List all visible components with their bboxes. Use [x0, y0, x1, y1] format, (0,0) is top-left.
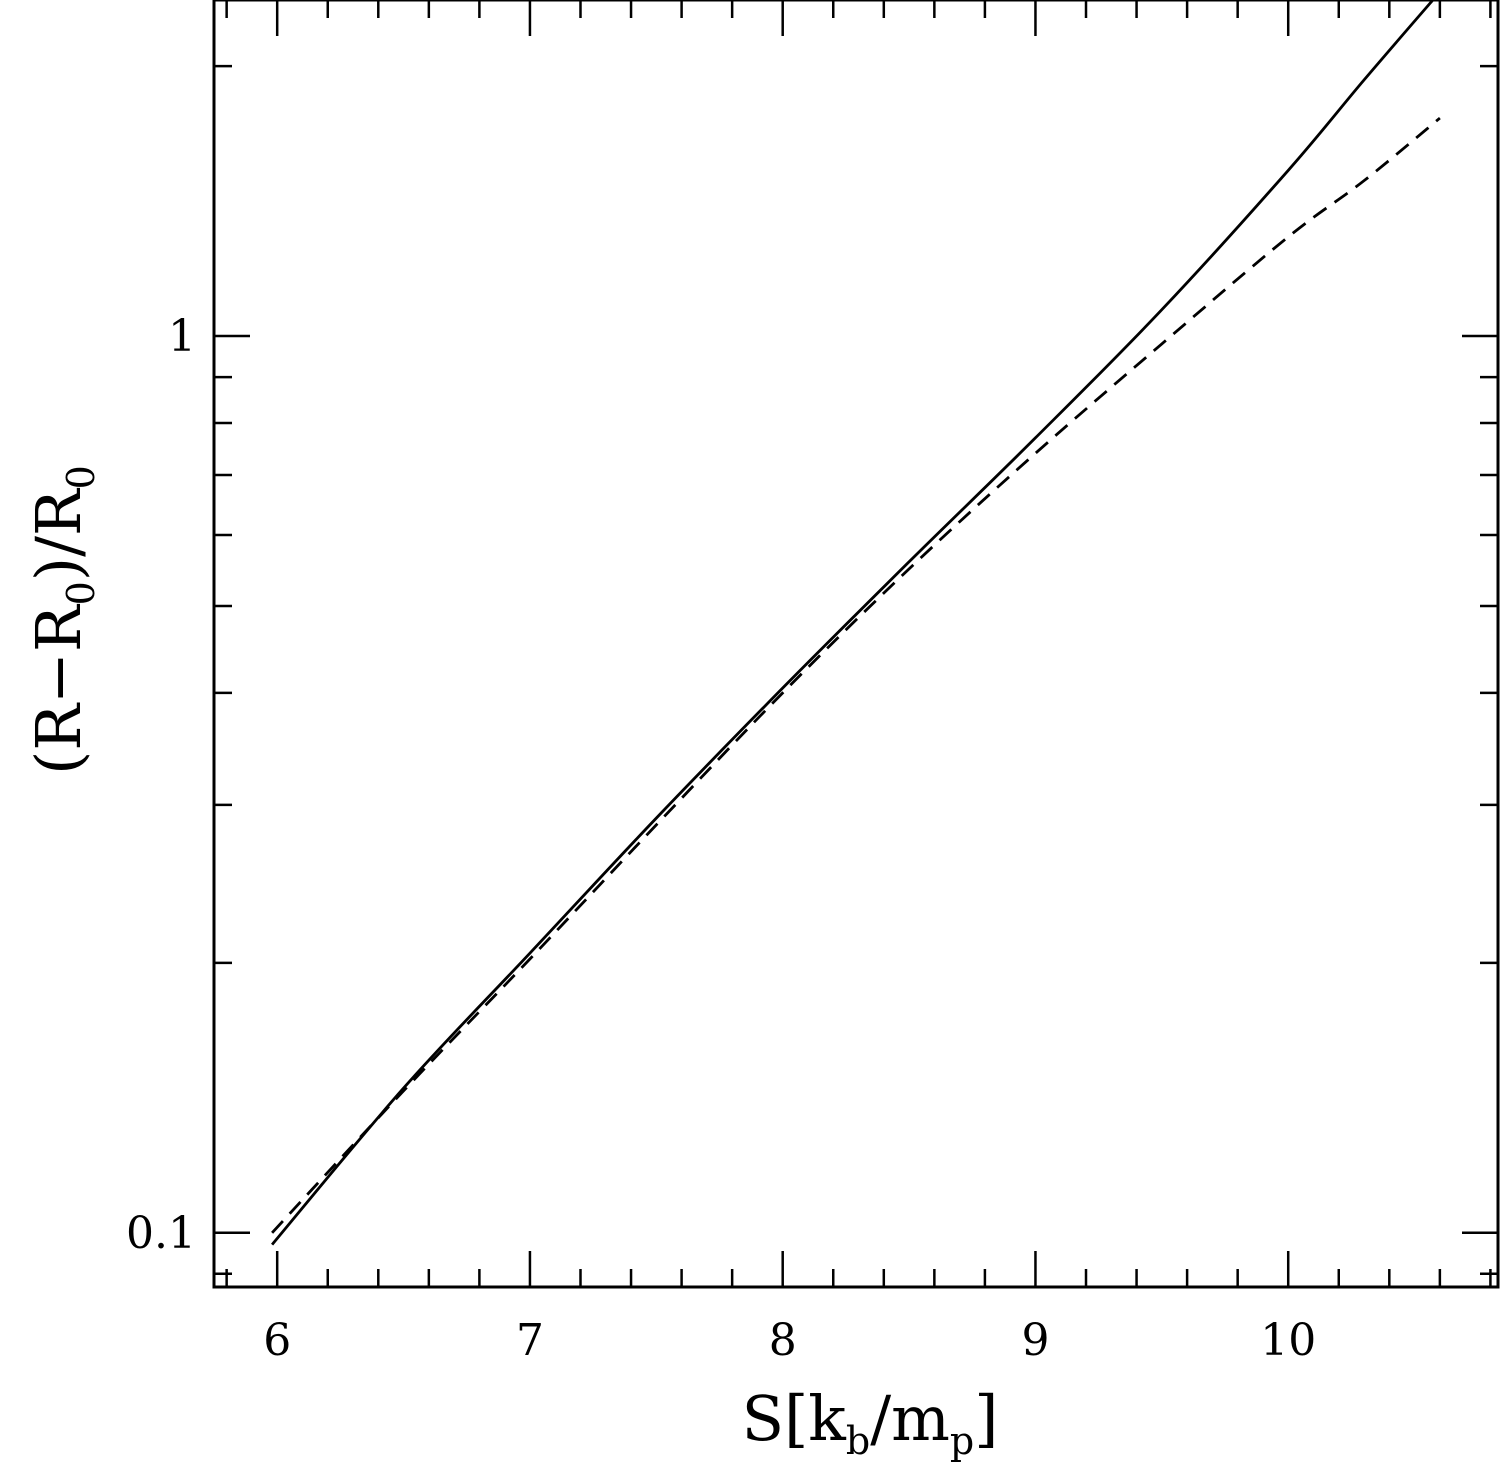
- x-tick-label: 8: [769, 1315, 797, 1366]
- axis-ticks: [214, 0, 1498, 1287]
- y-tick-label: 0.1: [126, 1208, 196, 1259]
- solid-series-line: [271, 0, 1435, 1246]
- x-tick-label: 6: [263, 1315, 291, 1366]
- x-tick-label: 7: [516, 1315, 544, 1366]
- plot-frame: [212, 0, 1500, 1289]
- series-group: [271, 0, 1441, 1246]
- x-axis-label: S[kb/mp]: [742, 1382, 999, 1462]
- dashed-series-line: [271, 117, 1441, 1234]
- x-tick-label: 9: [1021, 1315, 1049, 1366]
- tick-labels: 6 7 8 9 10 0.1 1: [126, 311, 1316, 1366]
- y-axis-label: (R−R0)/R0: [22, 465, 103, 775]
- x-tick-label: 10: [1260, 1315, 1316, 1366]
- y-tick-label: 1: [168, 311, 196, 362]
